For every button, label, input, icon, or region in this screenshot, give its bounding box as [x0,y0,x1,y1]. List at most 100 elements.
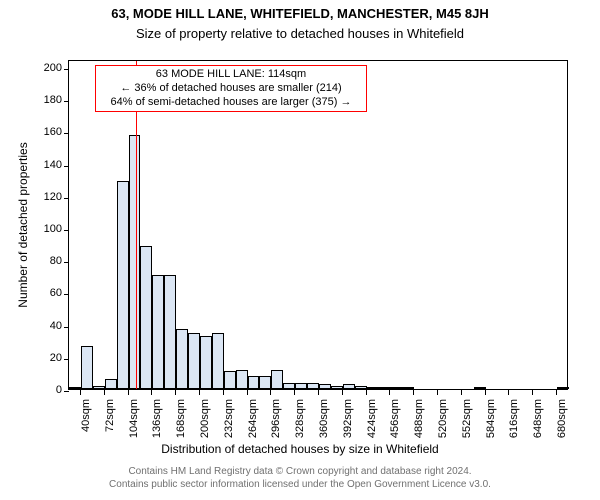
footer-line-1: Contains HM Land Registry data © Crown c… [0,466,600,479]
x-tick [175,390,176,395]
histogram-bar [343,384,355,389]
footer-line-2: Contains public sector information licen… [0,479,600,492]
y-tick [64,359,69,360]
histogram-bar [402,387,414,389]
histogram-bar [224,371,236,389]
x-tick [485,390,486,395]
x-tick-label: 392sqm [342,399,354,449]
x-tick-label: 72sqm [104,399,116,449]
x-tick-label: 616sqm [508,399,520,449]
y-tick [64,166,69,167]
x-tick-label: 296sqm [270,399,282,449]
x-tick [318,390,319,395]
x-tick-label: 200sqm [199,399,211,449]
x-tick [413,390,414,395]
x-tick [366,390,367,395]
footer-attribution: Contains HM Land Registry data © Crown c… [0,466,600,491]
x-tick [199,390,200,395]
histogram-bar [271,370,283,389]
y-tick [64,327,69,328]
histogram-bar [164,275,176,389]
y-tick-label: 0 [28,384,62,396]
y-tick-label: 200 [28,62,62,74]
x-tick [151,390,152,395]
y-tick-label: 160 [28,126,62,138]
y-tick [64,294,69,295]
histogram-bar [117,181,129,389]
histogram-bar [140,246,152,389]
x-tick [247,390,248,395]
histogram-bar [319,384,331,389]
histogram-bar [367,387,379,389]
histogram-bar [295,383,307,389]
y-tick [64,101,69,102]
x-tick-label: 648sqm [532,399,544,449]
y-tick [64,133,69,134]
y-tick [64,262,69,263]
histogram-bar [212,333,224,389]
x-tick [532,390,533,395]
x-tick-label: 360sqm [318,399,330,449]
histogram-bar [259,376,271,389]
x-tick-label: 104sqm [128,399,140,449]
histogram-bar [557,387,569,389]
x-tick-label: 552sqm [461,399,473,449]
x-tick-label: 488sqm [413,399,425,449]
histogram-bar [152,275,164,389]
histogram-bar [188,333,200,389]
chart-title: 63, MODE HILL LANE, WHITEFIELD, MANCHEST… [0,6,600,21]
annotation-line: 64% of semi-detached houses are larger (… [102,96,360,110]
y-tick [64,198,69,199]
chart-subtitle: Size of property relative to detached ho… [0,26,600,41]
y-tick-label: 140 [28,159,62,171]
y-tick [64,230,69,231]
histogram-bar [474,387,486,389]
histogram-bar [105,379,117,389]
y-tick-label: 20 [28,352,62,364]
x-tick-label: 264sqm [247,399,259,449]
y-tick [64,69,69,70]
y-tick-label: 60 [28,287,62,299]
x-tick [508,390,509,395]
x-tick [223,390,224,395]
histogram-bar [248,376,260,389]
histogram-bar [236,370,248,389]
x-tick [461,390,462,395]
histogram-bar [81,346,93,389]
y-tick-label: 120 [28,191,62,203]
x-tick-label: 328sqm [294,399,306,449]
x-tick [270,390,271,395]
y-tick [64,391,69,392]
histogram-bar [379,387,391,389]
histogram-bar [307,383,319,389]
x-tick [128,390,129,395]
y-tick-label: 80 [28,255,62,267]
x-tick-label: 584sqm [485,399,497,449]
y-tick-label: 180 [28,94,62,106]
histogram-bar [176,329,188,389]
histogram-bar [283,383,295,389]
histogram-bar [355,386,367,389]
x-tick-label: 680sqm [556,399,568,449]
x-tick-label: 520sqm [437,399,449,449]
x-tick [104,390,105,395]
x-tick-label: 136sqm [151,399,163,449]
chart-container: { "layout": { "width": 600, "height": 50… [0,0,600,500]
y-tick-label: 40 [28,320,62,332]
x-tick [437,390,438,395]
x-tick [342,390,343,395]
histogram-bar [93,386,105,389]
x-tick [294,390,295,395]
annotation-box: 63 MODE HILL LANE: 114sqm← 36% of detach… [95,65,367,112]
histogram-bar [69,387,81,389]
histogram-bar [200,336,212,389]
annotation-line: ← 36% of detached houses are smaller (21… [102,82,360,96]
x-tick-label: 40sqm [80,399,92,449]
x-tick [556,390,557,395]
y-tick-label: 100 [28,223,62,235]
x-tick-label: 456sqm [389,399,401,449]
x-tick-label: 424sqm [366,399,378,449]
x-tick [80,390,81,395]
histogram-bar [331,386,343,389]
x-tick-label: 232sqm [223,399,235,449]
